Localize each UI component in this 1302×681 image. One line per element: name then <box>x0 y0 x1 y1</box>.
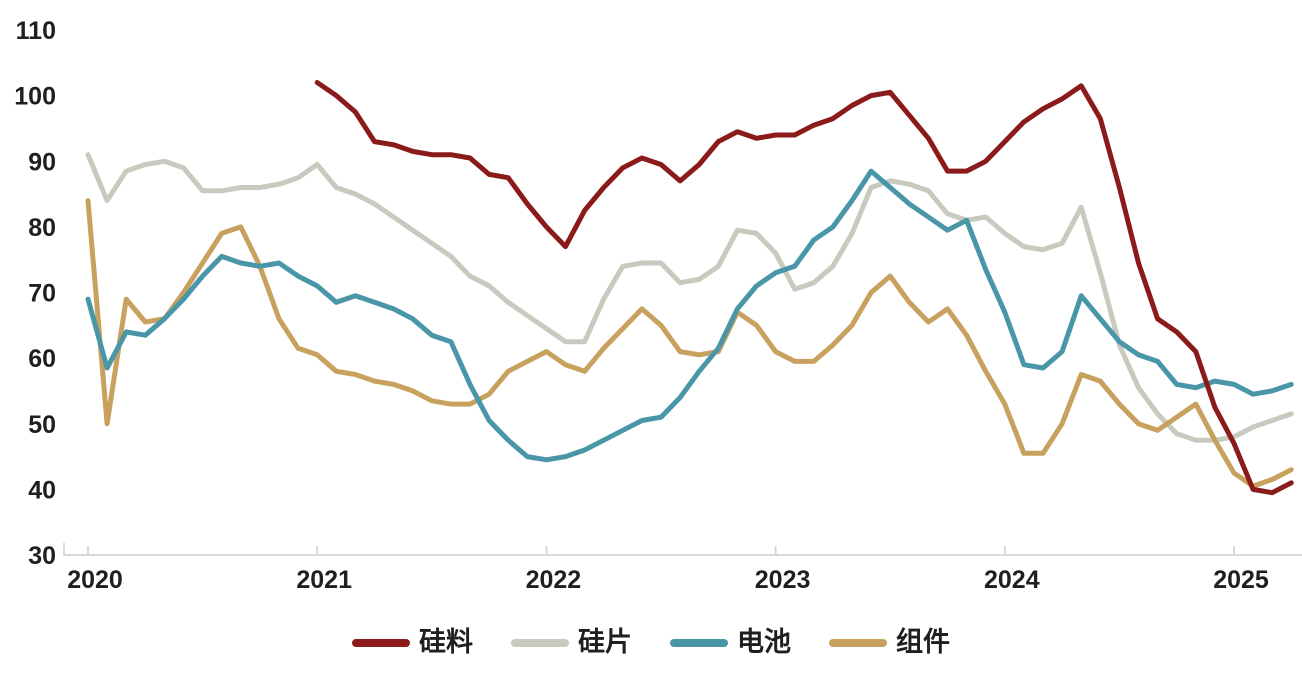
chart-legend: 硅料 硅片 电池 组件 <box>0 629 1302 656</box>
legend-label-module: 组件 <box>896 627 950 657</box>
y-axis-label-110: 110 <box>16 17 56 45</box>
legend-label-silicon-material: 硅料 <box>419 627 473 657</box>
y-axis-label-100: 100 <box>14 83 56 111</box>
x-axis-label-2024: 2024 <box>984 566 1040 594</box>
y-axis-label-40: 40 <box>28 476 56 504</box>
x-axis-label-2021: 2021 <box>296 566 352 594</box>
x-axis-label-2023: 2023 <box>755 566 811 594</box>
y-axis-label-30: 30 <box>28 542 56 570</box>
legend-item-module: 组件 <box>829 629 950 656</box>
y-axis-label-50: 50 <box>28 411 56 439</box>
x-axis-label-2020: 2020 <box>67 566 123 594</box>
x-axis-label-2025: 2025 <box>1213 566 1269 594</box>
legend-item-cell: 电池 <box>670 629 791 656</box>
legend-swatch-cell <box>670 638 728 647</box>
legend-label-silicon-wafer: 硅片 <box>578 627 632 657</box>
y-axis-label-60: 60 <box>28 345 56 373</box>
x-axis-label-2022: 2022 <box>526 566 582 594</box>
legend-swatch-silicon-wafer <box>511 638 569 647</box>
series-line-silicon-wafer <box>85 152 1294 443</box>
y-axis-label-70: 70 <box>28 280 56 308</box>
series-line-cell <box>85 168 1294 463</box>
series-line-silicon-material <box>314 80 1294 496</box>
y-axis-label-80: 80 <box>28 214 56 242</box>
legend-label-cell: 电池 <box>737 627 791 657</box>
legend-swatch-module <box>829 638 887 647</box>
y-axis-label-90: 90 <box>28 148 56 176</box>
series-line-module <box>85 198 1294 489</box>
legend-swatch-silicon-material <box>352 638 410 647</box>
legend-item-silicon-wafer: 硅片 <box>511 629 632 656</box>
legend-item-silicon-material: 硅料 <box>352 629 473 656</box>
